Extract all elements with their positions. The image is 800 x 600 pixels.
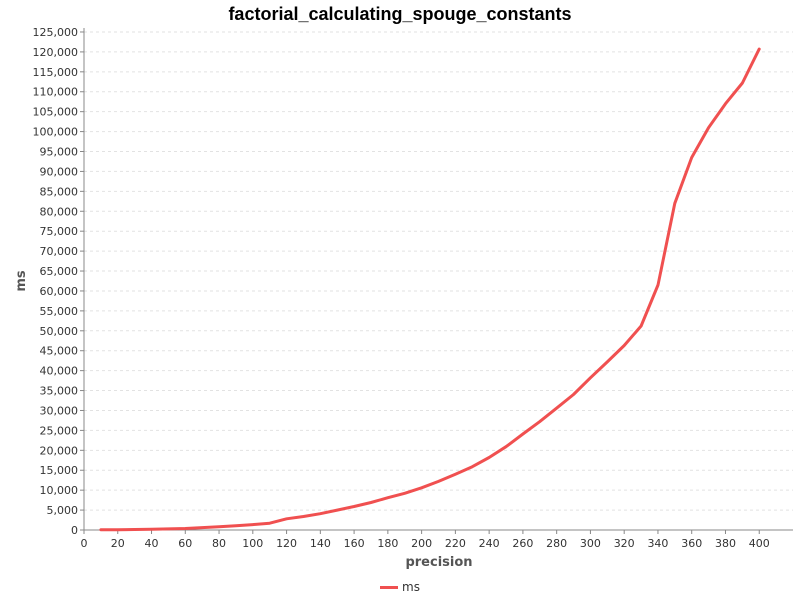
x-tick-label: 360 [681,537,702,550]
x-tick-label: 180 [377,537,398,550]
data-point [758,48,760,50]
x-tick-label: 140 [310,537,331,550]
data-point [505,446,507,448]
data-point [471,466,473,468]
series-line-ms [99,47,761,532]
x-tick-label: 280 [546,537,567,550]
y-tick-label: 20,000 [40,444,79,457]
x-tick-label: 340 [647,537,668,550]
axes: 0 5,000 10,000 15,000 20,000 25,000 30,000 35,0… [33,26,793,550]
data-point [657,284,659,286]
x-tick-label: 260 [512,537,533,550]
data-point [741,82,743,84]
x-tick-label: 240 [479,537,500,550]
y-tick-label: 80,000 [40,205,79,218]
x-tick-label: 220 [445,537,466,550]
data-point [404,492,406,494]
legend: ms [0,580,800,594]
x-tick-label: 40 [145,537,159,550]
data-point [421,487,423,489]
data-point [134,529,136,530]
data-point [708,127,710,129]
data-point [269,522,271,524]
data-point [252,524,254,526]
data-point [286,518,288,520]
data-point [539,421,541,423]
data-point [303,516,304,517]
y-tick-label: 90,000 [40,165,79,178]
x-axis-label: precision [405,555,472,570]
x-tick-label: 320 [614,537,635,550]
data-point [201,527,203,529]
data-point [370,502,372,503]
data-point [438,480,439,482]
y-tick-label: 95,000 [40,146,79,159]
series-layer [99,47,761,532]
y-tick-label: 50,000 [40,325,79,338]
data-point [522,433,524,435]
gridlines [84,31,793,511]
data-point [556,407,558,409]
x-tick-label: 80 [212,537,226,550]
legend-label: ms [402,580,420,594]
data-point [454,473,456,475]
data-point [691,157,693,158]
y-tick-label: 40,000 [40,365,79,378]
y-tick-label: 55,000 [40,305,79,318]
x-tick-label: 200 [411,537,432,550]
x-tick-label: 60 [178,537,192,550]
data-point [640,325,642,327]
y-tick-label: 70,000 [40,245,79,258]
y-tick-label: 65,000 [40,265,79,278]
x-tick-label: 400 [749,537,770,550]
y-tick-label: 115,000 [33,66,79,79]
chart-title: factorial_calculating_spouge_constants [228,4,572,24]
data-point [488,457,490,458]
y-tick-label: 125,000 [33,26,79,39]
y-tick-label: 0 [71,524,78,537]
x-tick-label: 300 [580,537,601,550]
data-point [100,529,102,531]
x-tick-label: 380 [715,537,736,550]
y-tick-label: 105,000 [33,106,79,119]
data-point [353,506,355,507]
y-tick-label: 85,000 [40,185,79,198]
y-tick-label: 45,000 [40,345,79,358]
data-point [589,377,591,379]
y-tick-label: 25,000 [40,424,79,437]
data-point [218,526,220,528]
data-point [336,509,338,511]
y-tick-label: 60,000 [40,285,79,298]
data-point [184,528,186,529]
y-tick-label: 100,000 [33,126,79,139]
x-tick-label: 0 [81,537,88,550]
data-point [387,497,389,499]
data-point [725,103,726,105]
data-point [606,361,608,363]
legend-swatch [380,586,399,589]
data-point [573,394,574,395]
data-point [167,528,169,530]
y-tick-label: 5,000 [47,504,79,517]
y-tick-label: 35,000 [40,385,79,398]
data-point [117,529,119,531]
y-tick-label: 10,000 [40,484,79,497]
data-point [623,345,625,346]
data-point [235,525,237,527]
y-axis-label: ms [14,270,29,292]
x-tick-label: 100 [242,537,263,550]
y-tick-label: 120,000 [33,46,79,59]
legend-item: ms [380,580,420,594]
data-point [674,202,676,204]
x-tick-label: 120 [276,537,297,550]
data-point [319,513,321,515]
y-tick-label: 75,000 [40,225,79,238]
y-tick-label: 30,000 [40,404,79,417]
data-point [151,528,152,530]
x-tick-label: 160 [344,537,365,550]
y-tick-label: 110,000 [33,86,79,99]
x-tick-label: 20 [111,537,125,550]
y-tick-label: 15,000 [40,464,79,477]
